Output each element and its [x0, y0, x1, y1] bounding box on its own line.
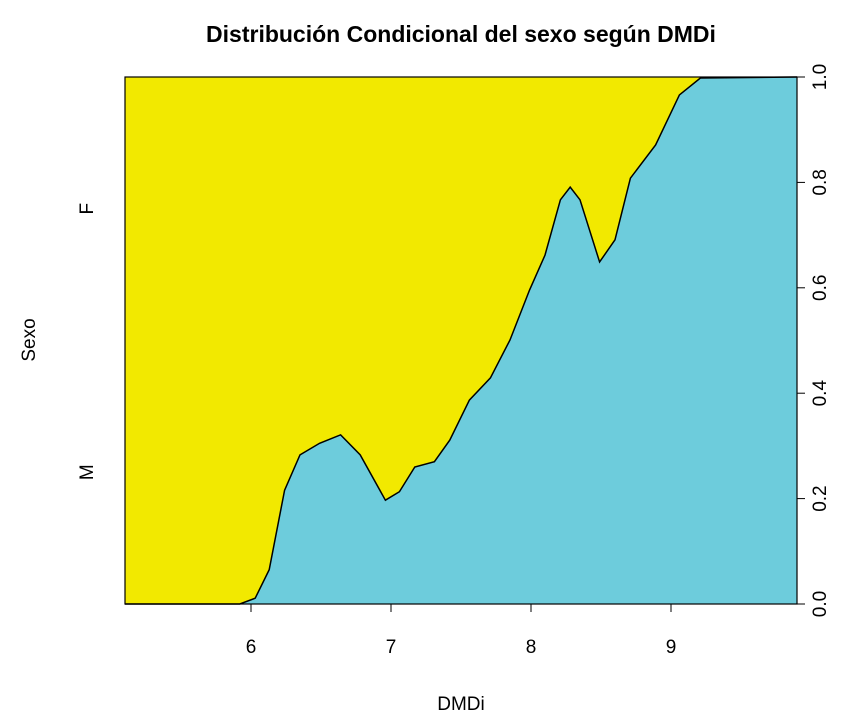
x-axis-label: DMDi [437, 694, 485, 715]
chart-title: Distribución Condicional del sexo según … [206, 21, 716, 47]
y-tick-label: 0.2 [810, 485, 831, 511]
y-tick-label: 0.4 [810, 380, 831, 407]
x-tick-label: 8 [526, 637, 537, 658]
y-tick-label: 0.6 [810, 275, 831, 301]
y-tick-label: 0.8 [810, 169, 831, 195]
x-tick-label: 7 [386, 637, 397, 658]
y-axis-label: Sexo [19, 318, 40, 361]
y-tick-label: 0.0 [810, 591, 831, 617]
x-tick-label: 6 [246, 637, 257, 658]
y-tick-label: 1.0 [810, 64, 831, 90]
level-label: M [77, 464, 98, 480]
boundary-line [125, 76, 798, 605]
x-tick-label: 9 [666, 637, 677, 658]
plot-frame [124, 76, 798, 605]
level-label: F [77, 203, 98, 215]
